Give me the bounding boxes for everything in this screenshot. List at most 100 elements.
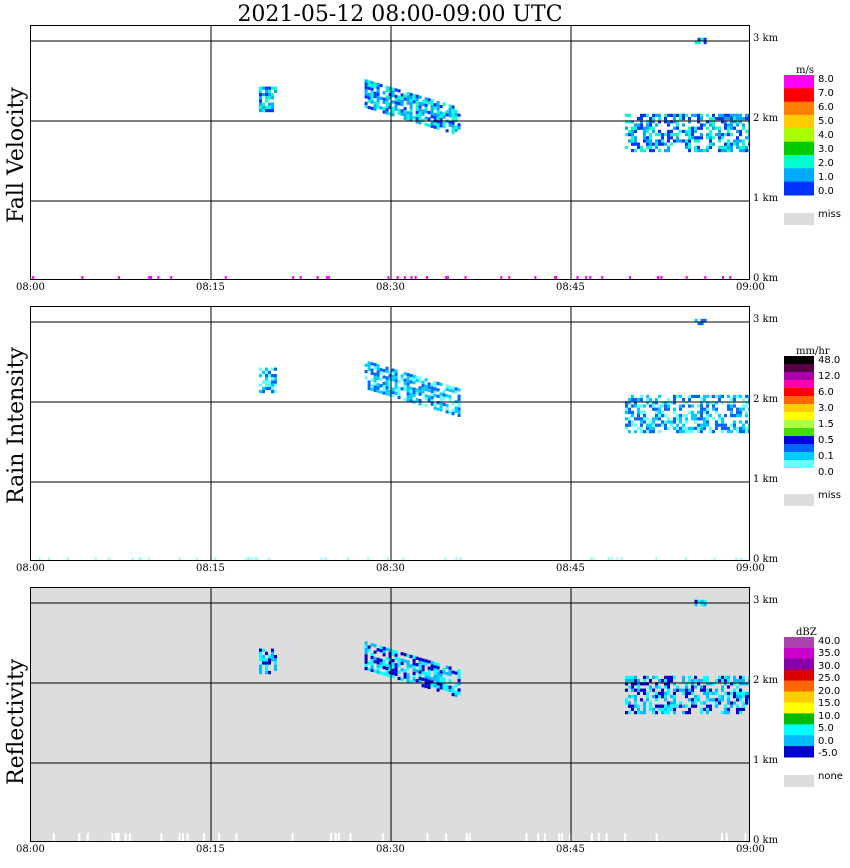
colorbar-unit: dBZ: [796, 627, 817, 638]
echo-pixel: [394, 369, 398, 373]
echo-pixel: [367, 93, 371, 97]
chart-title: 2021-05-12 08:00-09:00 UTC: [237, 2, 563, 27]
colorbar-swatch: [784, 444, 814, 453]
echo-pixel: [637, 417, 640, 421]
echo-pixel: [697, 113, 700, 117]
surface-echo: [292, 276, 295, 279]
echo-pixel: [391, 659, 395, 663]
echo-pixel: [382, 646, 386, 650]
echo-pixel: [721, 675, 724, 679]
echo-pixel: [745, 682, 748, 686]
echo-pixel: [370, 652, 374, 656]
echo-pixel: [364, 95, 368, 99]
echo-pixel: [628, 685, 631, 689]
echo-pixel: [673, 426, 676, 430]
echo-pixel: [655, 398, 658, 402]
echo-pixel: [688, 398, 691, 402]
echo-pixel: [397, 664, 401, 668]
colorbar-swatch: [784, 680, 814, 692]
x-tick-label: 09:00: [736, 563, 765, 574]
echo-pixel: [370, 368, 374, 372]
echo-pixel: [376, 105, 380, 109]
echo-pixel: [406, 398, 410, 402]
surface-echo: [148, 557, 151, 560]
echo-pixel: [664, 711, 667, 715]
echo-pixel: [685, 688, 688, 692]
surface-echo: [78, 833, 81, 841]
echo-pixel: [376, 667, 380, 671]
echo-pixel: [388, 112, 392, 116]
colorbar-label: -5.0: [818, 748, 838, 759]
echo-pixel: [370, 656, 374, 660]
surface-echo: [387, 557, 390, 560]
echo-pixel: [709, 394, 712, 398]
echo-pixel: [436, 682, 440, 686]
echo-pixel: [661, 414, 664, 418]
echo-pixel: [421, 671, 425, 675]
echo-pixel: [388, 370, 392, 374]
echo-pixel: [457, 669, 461, 673]
surface-echo: [117, 833, 120, 841]
echo-pixel: [640, 698, 643, 702]
echo-pixel: [652, 707, 655, 711]
echo-pixel: [706, 688, 709, 692]
echo-pixel: [442, 667, 446, 672]
echo-pixel: [697, 126, 700, 130]
echo-pixel: [730, 145, 733, 149]
echo-pixel: [427, 669, 431, 673]
echo-pixel: [418, 386, 422, 390]
surface-echo: [349, 833, 352, 841]
surface-echo: [117, 276, 120, 279]
echo-pixel: [379, 649, 383, 653]
echo-pixel: [268, 671, 271, 675]
echo-pixel: [391, 371, 395, 375]
echo-pixel: [382, 672, 386, 676]
echo-pixel: [703, 675, 706, 679]
echo-pixel: [631, 679, 634, 683]
colorbar-label: 0.1: [818, 451, 834, 462]
echo-pixel: [712, 401, 715, 405]
surface-echo: [576, 276, 579, 279]
echo-pixel: [385, 104, 389, 109]
echo-pixel: [430, 664, 434, 668]
echo-pixel: [748, 117, 749, 121]
x-tick-label: 08:00: [16, 563, 45, 574]
echo-pixel: [643, 136, 646, 140]
surface-echo: [38, 557, 41, 560]
echo-pixel: [691, 691, 694, 695]
echo-pixel: [688, 675, 691, 679]
echo-pixel: [268, 96, 271, 100]
echo-pixel: [430, 108, 434, 112]
echo-pixel: [748, 113, 749, 117]
echo-pixel: [268, 658, 271, 662]
echo-pixel: [370, 659, 374, 663]
echo-pixel: [727, 685, 730, 689]
echo-pixel: [415, 113, 419, 118]
echo-pixel: [637, 410, 640, 414]
echo-pixel: [667, 120, 670, 124]
echo-pixel: [649, 133, 652, 137]
x-tick-label: 08:00: [16, 282, 45, 293]
echo-pixel: [406, 663, 410, 667]
echo-pixel: [691, 679, 694, 683]
echo-pixel: [373, 379, 377, 383]
echo-pixel: [745, 113, 748, 117]
echo-pixel: [403, 381, 407, 385]
echo-pixel: [379, 368, 383, 372]
echo-pixel: [394, 101, 398, 105]
echo-pixel: [685, 417, 688, 421]
echo-pixel: [370, 371, 374, 375]
echo-pixel: [409, 92, 413, 97]
echo-pixel: [685, 129, 688, 133]
echo-pixel: [421, 383, 425, 388]
echo-pixel: [424, 103, 428, 107]
echo-pixel: [733, 679, 736, 683]
echo-pixel: [373, 101, 377, 105]
echo-pixel: [697, 145, 700, 149]
echo-pixel: [643, 149, 646, 153]
echo-pixel: [742, 423, 745, 427]
echo-pixel: [439, 679, 443, 683]
colorbar-label: 6.0: [818, 102, 834, 113]
colorbar-label: 0.0: [818, 186, 834, 197]
colorbar-swatch: [784, 637, 814, 649]
